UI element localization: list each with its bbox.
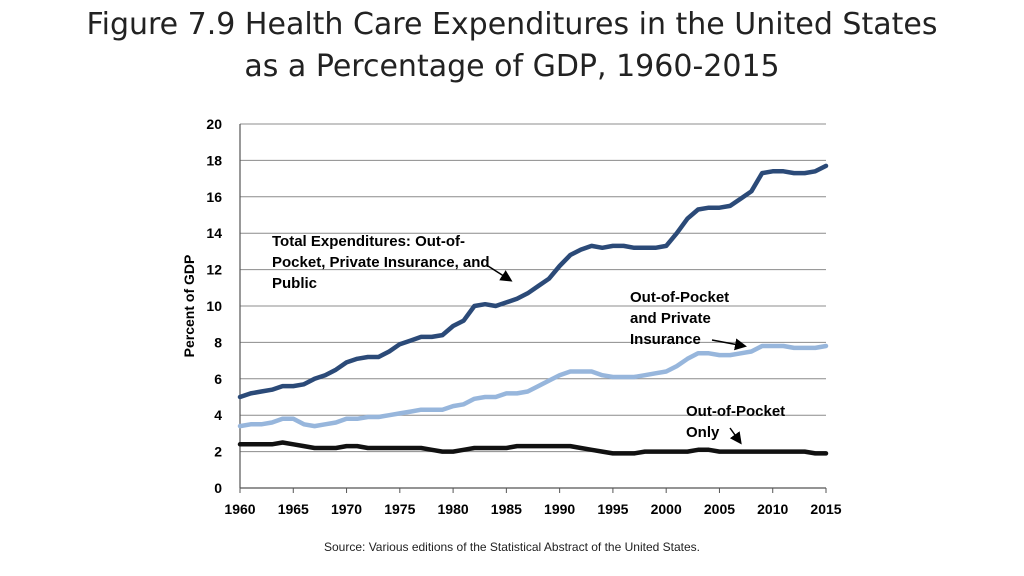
- chart-title-line-2: as a Percentage of GDP, 1960-2015: [244, 49, 780, 84]
- y-tick-label: 10: [206, 298, 222, 314]
- x-tick-label: 1975: [384, 501, 415, 517]
- total-expenditures-label-line-2: Pocket, Private Insurance, and: [272, 254, 490, 271]
- oop-private-insurance-label-line-3: Insurance: [630, 331, 701, 348]
- total-expenditures-label-line-3: Public: [272, 275, 317, 292]
- chart-title: Figure 7.9 Health Care Expenditures in t…: [0, 4, 1024, 88]
- oop-private-insurance-label-arrow: [711, 338, 747, 351]
- y-tick-label: 12: [206, 262, 222, 278]
- oop-only-label-arrow: [729, 427, 742, 445]
- oop-private-insurance-label-line-1: Out-of-Pocket: [630, 289, 729, 306]
- oop-private-insurance-label-line-2: and Private: [630, 310, 711, 327]
- chart-title-line-1: Figure 7.9 Health Care Expenditures in t…: [86, 7, 938, 42]
- x-tick-label: 1985: [491, 501, 522, 517]
- series-lines: [237, 163, 829, 456]
- series-annotations: Total Expenditures: Out-of- Pocket, Priva…: [272, 233, 785, 445]
- source-note: Source: Various editions of the Statisti…: [324, 540, 700, 554]
- total-expenditures-line: [237, 163, 829, 400]
- oop-private-insurance-line: [237, 343, 829, 429]
- axes: [239, 124, 827, 493]
- y-tick-label: 14: [206, 225, 222, 241]
- x-tick-label: 1965: [278, 501, 309, 517]
- oop-only-line: [237, 440, 829, 456]
- y-tick-label: 4: [214, 407, 222, 423]
- x-tick-label: 2015: [810, 501, 841, 517]
- total-expenditures-label-line-1: Total Expenditures: Out-of-: [272, 233, 465, 250]
- y-tick-labels: 0 2 4 6 8 10 12 14 16 18 20: [206, 116, 222, 496]
- x-tick-label: 1995: [597, 501, 628, 517]
- y-tick-label: 6: [214, 371, 222, 387]
- oop-only-label-line-1: Out-of-Pocket: [686, 403, 785, 420]
- x-tick-label: 1970: [331, 501, 362, 517]
- y-axis-label: Percent of GDP: [181, 255, 197, 358]
- total-expenditures-label-arrow: [487, 265, 513, 282]
- x-tick-label: 2005: [704, 501, 735, 517]
- oop-only-label-line-2: Only: [686, 424, 720, 441]
- x-tick-labels: 1960 1965 1970 1975 1980 1985 1990 1995 2000 2005…: [224, 501, 841, 517]
- x-tick-label: 1990: [544, 501, 575, 517]
- x-tick-label: 1960: [224, 501, 255, 517]
- y-tick-label: 16: [206, 189, 222, 205]
- y-tick-label: 20: [206, 116, 222, 132]
- x-tick-label: 1980: [438, 501, 469, 517]
- x-tick-label: 2010: [757, 501, 788, 517]
- x-tick-label: 2000: [651, 501, 682, 517]
- y-tick-label: 18: [206, 152, 222, 168]
- y-tick-label: 2: [214, 444, 222, 460]
- y-tick-label: 8: [214, 334, 222, 350]
- y-tick-label: 0: [214, 480, 222, 496]
